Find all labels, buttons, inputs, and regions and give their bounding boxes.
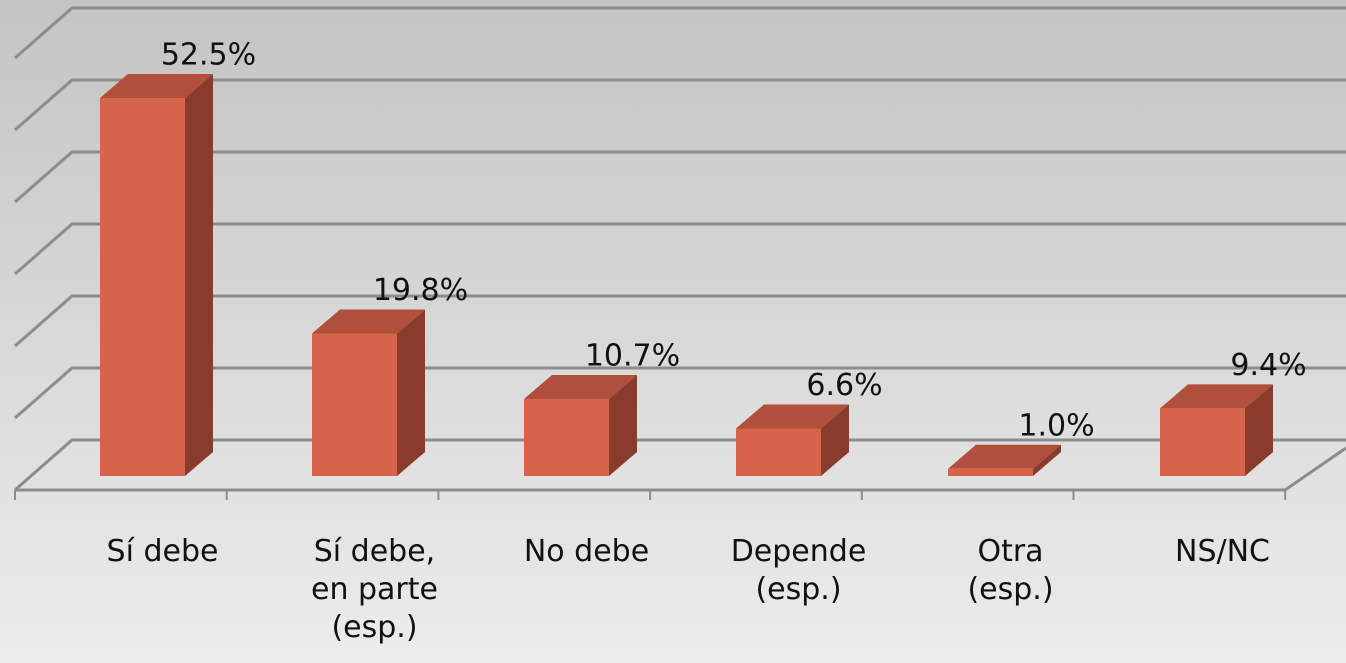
data-label: 19.8% bbox=[373, 273, 468, 308]
x-tick-label: Sí debe, en parte (esp.) bbox=[311, 534, 438, 645]
x-tick-label-line: NS/NC bbox=[1175, 534, 1270, 569]
data-label: 6.6% bbox=[806, 368, 882, 403]
bar-top bbox=[948, 444, 1061, 469]
data-label: 52.5% bbox=[161, 38, 256, 73]
bar-side bbox=[397, 309, 425, 476]
bar bbox=[736, 428, 821, 476]
grid-line bbox=[14, 438, 1346, 492]
bar-side bbox=[609, 374, 637, 476]
bar-side bbox=[821, 404, 849, 476]
bar-side bbox=[1245, 384, 1273, 476]
bar bbox=[948, 468, 1033, 476]
bar-top bbox=[312, 309, 425, 334]
bar-side bbox=[185, 74, 213, 476]
x-tick-label: NS/NC bbox=[1175, 534, 1270, 569]
grid-line bbox=[14, 222, 1346, 276]
grid-line bbox=[14, 150, 1346, 204]
grid-line bbox=[14, 78, 1346, 132]
data-label: 1.0% bbox=[1018, 408, 1094, 443]
data-label: 10.7% bbox=[585, 338, 680, 373]
bar bbox=[1160, 408, 1245, 476]
bar bbox=[524, 398, 609, 476]
x-tick-label-line: (esp.) bbox=[331, 610, 417, 645]
x-tick-label: Depende (esp.) bbox=[731, 534, 867, 607]
x-tick-label-line: (esp.) bbox=[967, 572, 1053, 607]
x-tick-label-line: Sí debe bbox=[107, 534, 219, 569]
x-tick-label-line: (esp.) bbox=[755, 572, 841, 607]
x-tick-label-line: en parte bbox=[311, 572, 438, 607]
bar-side bbox=[1033, 444, 1061, 476]
x-tick-label-line: Otra bbox=[977, 534, 1043, 569]
grid-line bbox=[14, 366, 1346, 420]
x-tick-label-line: Depende bbox=[731, 534, 867, 569]
bar bbox=[100, 98, 185, 476]
grid-line bbox=[14, 294, 1346, 348]
x-tick-label-line: Sí debe, bbox=[314, 534, 435, 569]
x-tick-label-line: No debe bbox=[524, 534, 649, 569]
x-tick-label: Sí debe bbox=[107, 534, 219, 569]
bar-top bbox=[100, 74, 213, 98]
data-label: 9.4% bbox=[1230, 348, 1306, 383]
bar bbox=[312, 333, 397, 476]
x-tick-label: Otra (esp.) bbox=[967, 534, 1053, 607]
bar-top bbox=[524, 374, 637, 399]
grid-line bbox=[14, 6, 1346, 60]
bar-top bbox=[736, 404, 849, 429]
x-tick-label: No debe bbox=[524, 534, 649, 569]
bar-top bbox=[1160, 384, 1273, 409]
